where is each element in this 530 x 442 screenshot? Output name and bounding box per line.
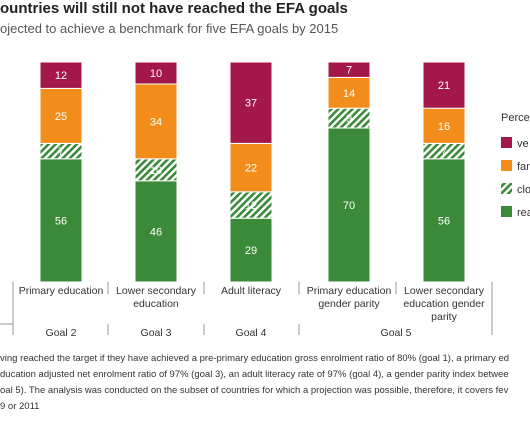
category-tick-label: Lower secondary education gender parity xyxy=(403,285,485,323)
category-tick-label: Primary education gender parity xyxy=(307,285,392,310)
footnote-line: 9 or 2011 xyxy=(0,401,40,412)
goal-label: Goal 4 xyxy=(236,327,267,339)
legend-label: clo xyxy=(517,184,530,196)
goal-label: Goal 2 xyxy=(46,327,77,339)
data-label: 56 xyxy=(438,215,450,227)
goal-label: Goal 3 xyxy=(141,327,172,339)
data-label: 29 xyxy=(245,245,257,257)
category-tick-label: Adult literacy xyxy=(221,285,282,297)
footnote-line: ducation adjusted net enrolment ratio of… xyxy=(0,369,509,380)
bar-segment-very-far xyxy=(134,61,178,85)
legend-label: far xyxy=(517,161,530,173)
data-label: 7 xyxy=(58,146,64,158)
bar-segment-very-far xyxy=(39,61,83,89)
data-label: 12 xyxy=(245,200,257,212)
bar-segment-far xyxy=(327,76,371,109)
data-label: 70 xyxy=(343,200,355,212)
legend-swatch-very-far xyxy=(501,137,512,148)
data-label: 9 xyxy=(346,113,352,125)
bar-segment-reached xyxy=(134,180,178,283)
legend-swatch-close xyxy=(501,183,512,194)
data-label: 46 xyxy=(150,226,162,238)
bar-segment-very-far xyxy=(229,61,273,144)
chart-title: ountries will still not have reached the… xyxy=(0,0,348,17)
data-label: 25 xyxy=(55,111,67,123)
data-label: 22 xyxy=(245,163,257,175)
legend-swatch-reached xyxy=(501,206,512,217)
chart-subtitle: ojected to achieve a benchmark for five … xyxy=(0,21,339,36)
legend-label: rea xyxy=(517,207,530,219)
data-label: 12 xyxy=(55,70,67,82)
bar-segment-reached xyxy=(327,127,371,283)
data-label: 16 xyxy=(438,121,450,133)
footnote-line: ving reached the target if they have ach… xyxy=(0,353,510,364)
data-label: 7 xyxy=(346,65,352,77)
data-label: 34 xyxy=(150,116,162,128)
stacked-bar-chart: 56 7 25 12 46 10 34 10 29 12 22 37 70 9 14 7 56 7 16 21 Pri… xyxy=(0,61,530,339)
goal-label: Goal 5 xyxy=(381,327,412,339)
legend-title: Percen xyxy=(501,112,530,124)
bar-segment-far xyxy=(39,87,83,144)
bar-segment-reached xyxy=(422,158,466,283)
bar-segment-far xyxy=(422,107,466,144)
data-label: 56 xyxy=(55,215,67,227)
data-label: 10 xyxy=(150,68,162,80)
category-tick-label: Primary education xyxy=(19,285,104,297)
footnote: ving reached the target if they have ach… xyxy=(0,351,530,415)
category-tick-label: Lower secondary education xyxy=(116,285,197,310)
legend-swatch-far xyxy=(501,160,512,171)
data-label: 37 xyxy=(245,98,257,110)
bar-segment-very-far xyxy=(327,61,371,78)
legend-label: ve xyxy=(517,138,529,150)
data-label: 7 xyxy=(441,146,447,158)
bar-segment-close xyxy=(229,191,273,219)
data-label: 14 xyxy=(343,88,355,100)
bar-segment-far xyxy=(229,142,273,193)
footnote-line: oal 5). The analysis was conducted on th… xyxy=(0,385,509,396)
bar-segment-reached xyxy=(39,158,83,283)
data-label: 21 xyxy=(438,80,450,92)
data-label: 10 xyxy=(150,165,162,177)
bar-segment-very-far xyxy=(422,61,466,109)
